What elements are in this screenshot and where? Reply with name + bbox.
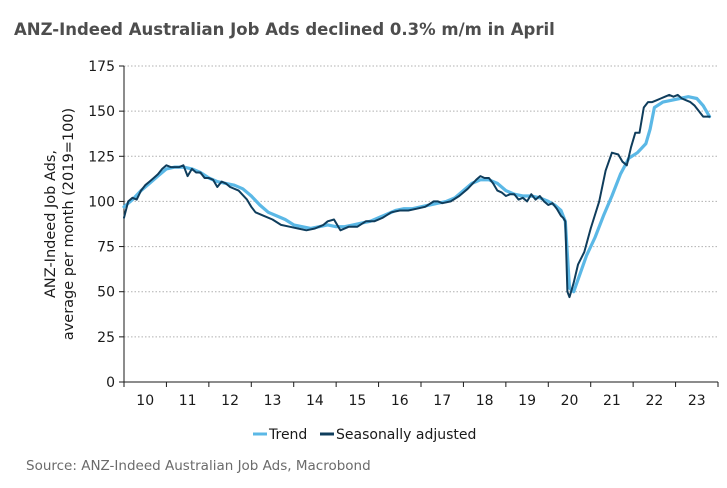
y-tick-label: 125: [88, 149, 115, 165]
x-axis-ticks: 10 11 12 13 14 15 16 17 18 19 20 21 22 23: [123, 382, 719, 409]
y-tick-label: 25: [97, 330, 115, 346]
series-lines: [122, 93, 712, 299]
y-tick-label: 50: [97, 285, 115, 301]
axes: [123, 66, 718, 383]
chart-title: ANZ-Indeed Australian Job Ads declined 0…: [14, 20, 555, 39]
x-tick-label: 19: [518, 393, 536, 409]
x-tick-label: 17: [433, 393, 451, 409]
legend-label-seasonally-adjusted: Seasonally adjusted: [336, 427, 476, 443]
seasonally-adjusted-line: [123, 93, 711, 299]
y-tick-label: 175: [88, 59, 115, 75]
x-tick-label: 18: [476, 393, 494, 409]
x-tick-label: 14: [306, 393, 324, 409]
x-tick-label: 11: [179, 393, 197, 409]
y-axis-label-line-1: ANZ-Indeed Job Ads,: [43, 150, 59, 298]
y-tick-label: 0: [106, 375, 115, 391]
x-tick-label: 21: [603, 393, 621, 409]
x-tick-label: 20: [561, 393, 579, 409]
x-tick-label: 10: [136, 393, 154, 409]
source-note: Source: ANZ-Indeed Australian Job Ads, M…: [26, 458, 371, 474]
x-tick-label: 15: [348, 393, 366, 409]
y-tick-label: 150: [88, 104, 115, 120]
gridlines: [124, 65, 718, 338]
y-tick-label: 100: [88, 194, 115, 210]
y-tick-label: 75: [97, 240, 115, 256]
y-axis-label-line-2: average per month (2019=100): [61, 108, 77, 340]
x-tick-label: 16: [391, 393, 409, 409]
y-axis-label: ANZ-Indeed Job Ads, average per month (2…: [43, 108, 77, 340]
x-tick-label: 22: [645, 393, 663, 409]
x-tick-label: 23: [688, 393, 706, 409]
legend-label-trend: Trend: [268, 427, 307, 443]
legend: Trend Seasonally adjusted: [253, 427, 476, 443]
trend-line: [122, 95, 712, 294]
x-tick-label: 12: [221, 393, 239, 409]
y-axis-ticks: 0 25 50 75 100 125 150 175: [88, 59, 124, 391]
x-tick-label: 13: [264, 393, 282, 409]
